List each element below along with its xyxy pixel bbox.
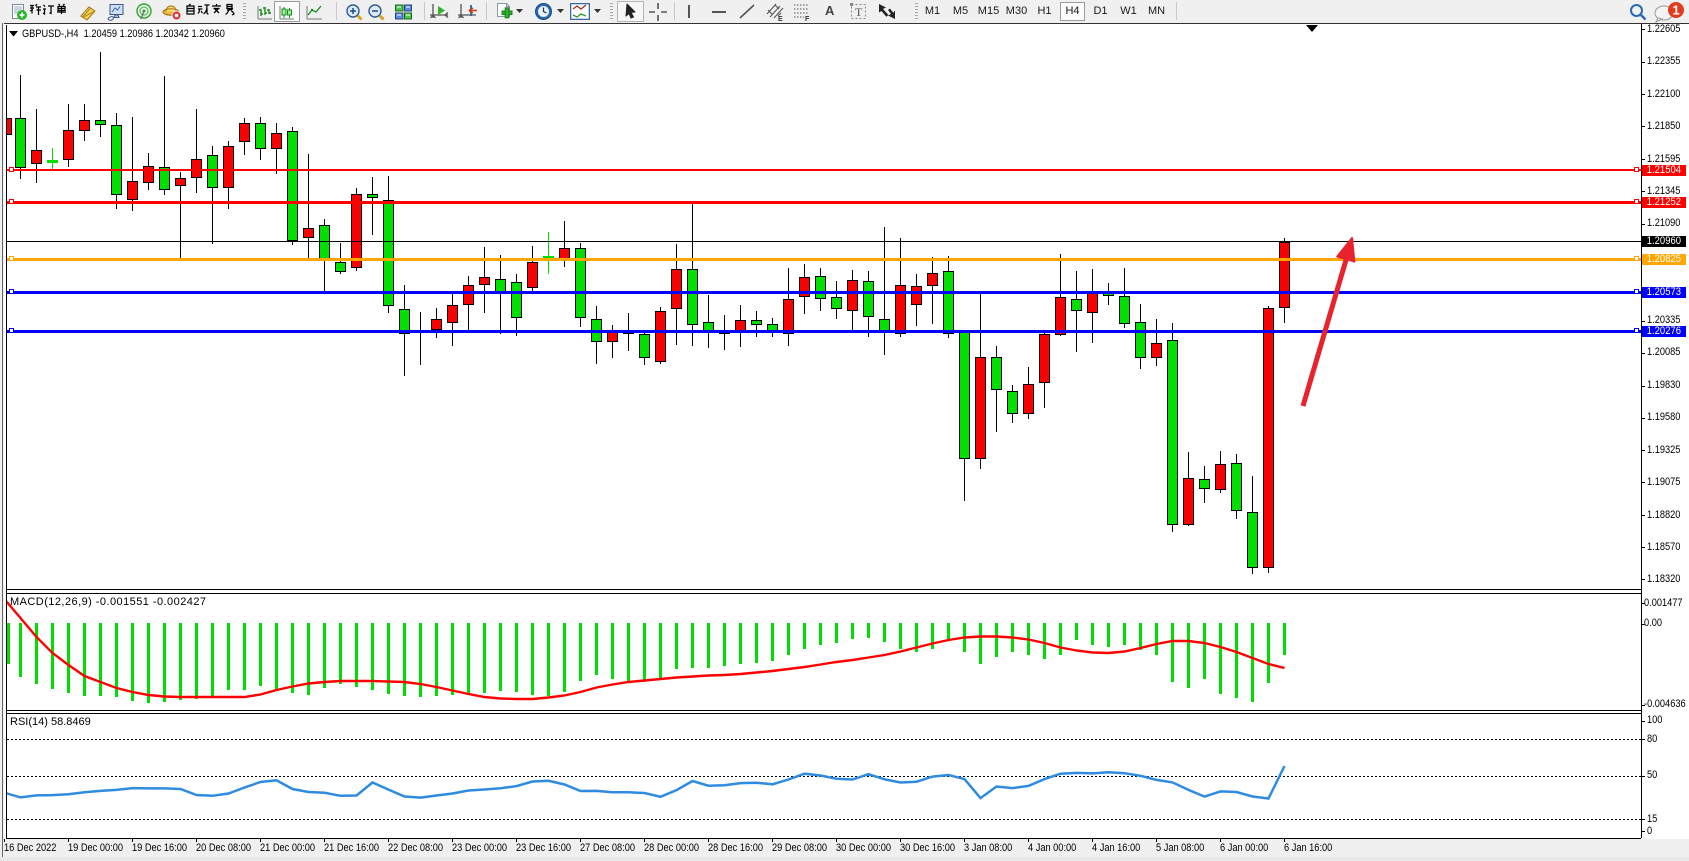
svg-text:1: 1 xyxy=(1672,3,1679,18)
svg-text:T: T xyxy=(855,5,863,19)
svg-text:F: F xyxy=(805,16,810,22)
svg-text:E: E xyxy=(778,16,783,22)
